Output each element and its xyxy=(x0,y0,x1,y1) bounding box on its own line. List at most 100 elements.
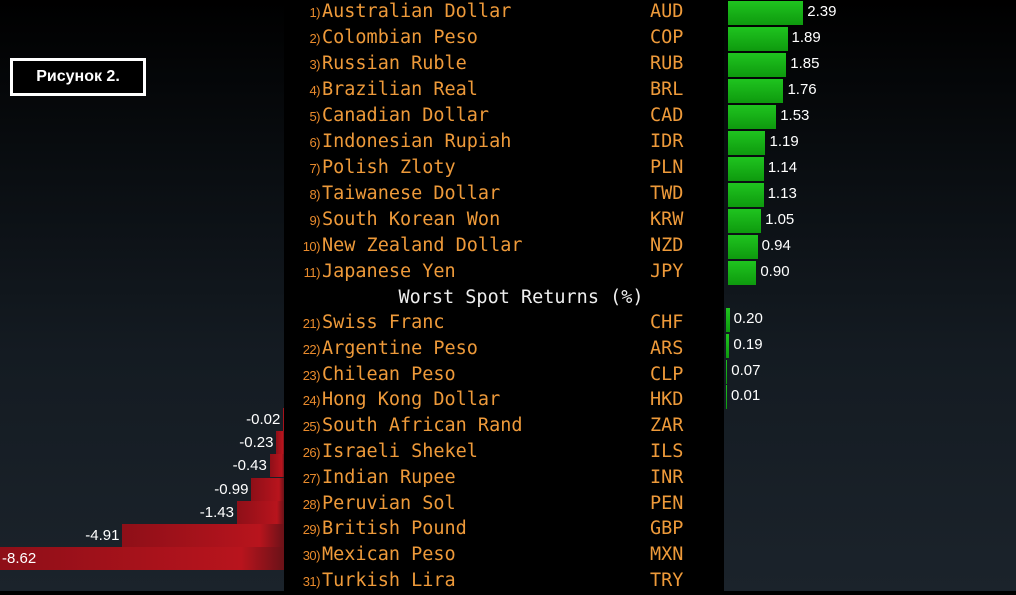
rank-number: 8) xyxy=(309,187,320,202)
currency-name: Peruvian Sol xyxy=(322,492,456,514)
currency-name: Indian Rupee xyxy=(322,466,456,488)
worst-row: 25) South African Rand ZAR xyxy=(284,414,724,440)
currency-code: BRL xyxy=(650,79,684,100)
currency-name: Swiss Franc xyxy=(322,312,445,333)
best-row: 9) South Korean Won KRW xyxy=(284,208,724,234)
currency-code: JPY xyxy=(650,261,684,282)
bar-brl xyxy=(728,79,784,103)
worst-row: 23) Chilean Peso CLP xyxy=(284,363,724,389)
currency-code: PLN xyxy=(650,157,684,178)
currency-code: TWD xyxy=(650,183,684,204)
bar-cad xyxy=(728,105,777,129)
negative-bars-panel xyxy=(0,0,284,591)
rank-number: 29) xyxy=(302,522,321,538)
currency-code: AUD xyxy=(650,1,684,22)
rank-number: 10) xyxy=(302,239,321,254)
currency-name: Taiwanese Dollar xyxy=(322,183,501,204)
currency-code: TRY xyxy=(650,570,684,591)
currency-code: PEN xyxy=(650,492,684,514)
worst-row: 22) Argentine Peso ARS xyxy=(284,337,724,363)
value-label-brl: 1.76 xyxy=(787,81,817,98)
currency-name: Brazilian Real xyxy=(322,79,478,100)
currency-name: Japanese Yen xyxy=(322,261,456,282)
worst-row: 29) British Pound GBP xyxy=(284,517,724,543)
currency-name: Israeli Shekel xyxy=(322,441,478,462)
value-label-aud: 2.39 xyxy=(807,3,837,20)
bar-jpy xyxy=(728,261,757,285)
bar-mxn xyxy=(122,524,284,547)
value-label-pen: -0.99 xyxy=(214,480,249,498)
bar-rub xyxy=(728,53,787,77)
currency-code: INR xyxy=(650,466,684,488)
bar-chf xyxy=(726,308,730,332)
bar-zar xyxy=(283,408,284,431)
best-row: 6) Indonesian Rupiah IDR xyxy=(284,130,724,156)
value-label-pln: 1.14 xyxy=(767,159,798,176)
worst-row: 26) Israeli Shekel ILS xyxy=(284,440,724,466)
currency-name: South African Rand xyxy=(322,415,523,437)
value-label-inr: -0.43 xyxy=(232,457,267,475)
currency-code: CHF xyxy=(650,312,684,333)
best-row: 10) New Zealand Dollar NZD xyxy=(284,234,724,260)
currency-name: Argentine Peso xyxy=(322,337,478,359)
best-row: 7) Polish Zloty PLN xyxy=(284,156,724,182)
currency-name: New Zealand Dollar xyxy=(322,235,523,256)
bar-inr xyxy=(269,454,284,478)
worst-row: 24) Hong Kong Dollar HKD xyxy=(284,388,724,414)
currency-name: Mexican Peso xyxy=(322,544,456,566)
currency-code: MXN xyxy=(650,544,684,566)
value-label-twd: 1.13 xyxy=(767,185,797,202)
worst-row: 30) Mexican Peso MXN xyxy=(284,543,724,569)
value-label-gbp: -1.43 xyxy=(199,503,234,521)
rank-number: 6) xyxy=(309,135,320,150)
currency-name: Russian Ruble xyxy=(322,53,467,74)
rank-number: 22) xyxy=(302,341,321,357)
rank-number: 23) xyxy=(302,367,321,383)
bar-nzd xyxy=(728,235,758,259)
currency-code: KRW xyxy=(650,209,684,230)
bar-try xyxy=(0,547,284,571)
rank-number: 3) xyxy=(309,57,320,72)
currency-name: Chilean Peso xyxy=(322,363,456,385)
rank-number: 9) xyxy=(309,213,320,228)
rank-number: 11) xyxy=(303,265,321,280)
value-label-chf: 0.20 xyxy=(733,310,763,327)
currency-name: Hong Kong Dollar xyxy=(322,389,501,411)
currency-code: ILS xyxy=(650,441,684,462)
currency-name: Turkish Lira xyxy=(322,570,456,591)
rank-number: 2) xyxy=(309,31,320,46)
value-label-clp: 0.07 xyxy=(731,361,761,379)
currency-code: CLP xyxy=(650,363,684,385)
value-label-ars: 0.19 xyxy=(733,335,763,353)
value-label-jpy: 0.90 xyxy=(760,263,790,280)
currency-name: Indonesian Rupiah xyxy=(322,131,512,152)
best-row: 5) Canadian Dollar CAD xyxy=(284,104,724,130)
section-title: Worst Spot Returns (%) xyxy=(398,287,644,308)
best-row: 4) Brazilian Real BRL xyxy=(284,78,724,104)
currency-name: Australian Dollar xyxy=(322,1,512,22)
bar-clp xyxy=(726,359,728,384)
value-label-rub: 1.85 xyxy=(790,55,820,72)
value-label-mxn: -4.91 xyxy=(85,527,120,544)
value-label-ils: -0.23 xyxy=(239,434,274,452)
rank-number: 27) xyxy=(302,470,321,486)
value-label-cop: 1.89 xyxy=(791,29,821,46)
currency-table: 1) Australian Dollar AUD 2) Colombian Peso CO… xyxy=(284,0,724,591)
worst-row: 31) Turkish Lira TRY xyxy=(284,569,724,595)
bar-gbp xyxy=(236,500,284,524)
value-label-cad: 1.53 xyxy=(780,107,810,124)
rank-number: 30) xyxy=(302,548,321,564)
currency-name: British Pound xyxy=(322,518,467,540)
best-row: 11) Japanese Yen JPY xyxy=(284,260,724,286)
bar-aud xyxy=(728,1,804,25)
value-label-krw: 1.05 xyxy=(765,211,795,228)
rank-number: 28) xyxy=(302,496,321,512)
rank-number: 5) xyxy=(309,109,320,124)
value-label-nzd: 0.94 xyxy=(761,237,791,254)
rank-number: 4) xyxy=(309,83,320,98)
currency-code: ZAR xyxy=(650,415,684,437)
rank-number: 1) xyxy=(309,5,320,20)
bar-krw xyxy=(728,209,762,233)
rank-number: 26) xyxy=(302,445,321,460)
bar-ils xyxy=(276,431,284,455)
